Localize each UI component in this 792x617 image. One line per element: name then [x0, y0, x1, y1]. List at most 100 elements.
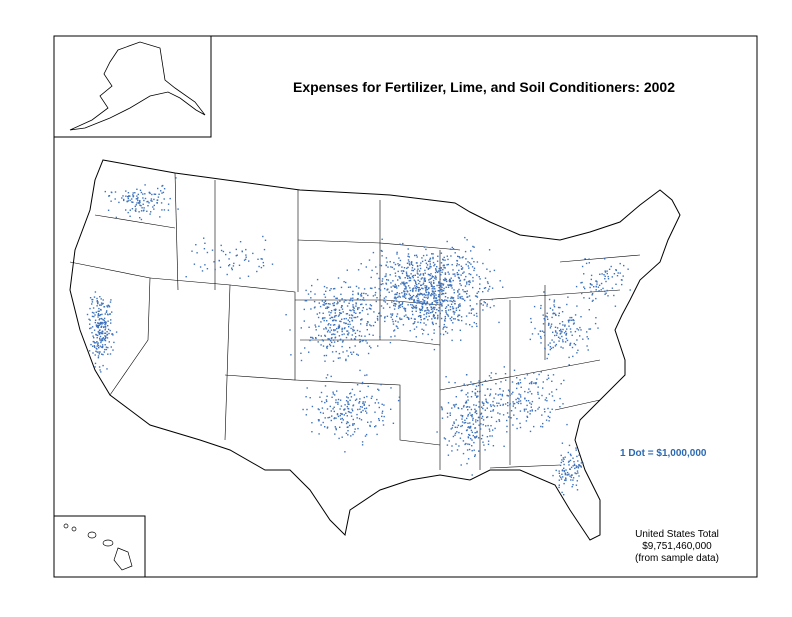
dot	[481, 406, 483, 408]
dot	[390, 282, 392, 284]
dot	[381, 403, 383, 405]
dot	[465, 393, 467, 396]
dot	[578, 464, 580, 467]
dot	[160, 202, 163, 204]
dot	[386, 303, 389, 305]
dot	[142, 210, 145, 212]
hawaii-inset	[53, 515, 146, 578]
dot	[330, 312, 332, 314]
dot	[476, 315, 478, 317]
dot	[456, 259, 458, 262]
dot	[567, 451, 569, 454]
dot	[345, 412, 347, 414]
dot	[357, 269, 360, 271]
dot	[544, 347, 546, 349]
dot	[108, 341, 110, 343]
dot	[539, 330, 542, 332]
dot-legend: 1 Dot = $1,000,000	[620, 448, 707, 459]
dot	[139, 201, 141, 204]
dot	[577, 460, 579, 462]
dot	[552, 312, 555, 314]
dot	[489, 306, 492, 309]
dot	[459, 437, 462, 439]
dot	[586, 345, 588, 347]
dot	[332, 304, 335, 307]
dot	[374, 321, 376, 323]
dot	[452, 424, 454, 427]
dot	[579, 465, 581, 467]
dot	[336, 413, 339, 415]
dot	[412, 287, 414, 290]
dot	[467, 443, 469, 445]
dot	[470, 425, 472, 428]
dot	[318, 312, 321, 314]
dot	[469, 422, 471, 424]
dot	[397, 270, 399, 273]
dot	[595, 289, 597, 291]
dot	[392, 323, 395, 325]
dot	[446, 280, 448, 283]
dot	[431, 302, 433, 304]
dot	[566, 303, 568, 306]
dot	[441, 299, 443, 301]
dot	[325, 328, 327, 330]
dot	[488, 428, 491, 430]
dot	[571, 319, 573, 321]
dot	[480, 423, 482, 425]
dot	[129, 209, 131, 211]
dot	[473, 449, 475, 451]
dot	[440, 289, 442, 291]
dot	[231, 268, 233, 271]
dot	[381, 415, 383, 418]
dot	[542, 323, 545, 325]
dot	[92, 340, 94, 343]
dot	[114, 198, 116, 200]
dot	[93, 345, 96, 347]
dot	[405, 286, 407, 288]
dot	[94, 346, 96, 348]
dot	[502, 414, 505, 416]
dot	[524, 397, 526, 399]
dot	[585, 262, 588, 265]
dot	[468, 267, 470, 269]
dot	[329, 327, 331, 329]
dot	[438, 296, 441, 298]
dot	[598, 284, 601, 286]
dot	[146, 201, 148, 203]
dot	[561, 470, 564, 472]
dot	[365, 303, 367, 306]
dot	[425, 291, 427, 294]
dot	[439, 333, 442, 335]
dot	[529, 413, 531, 415]
dot	[332, 408, 334, 410]
dot	[577, 349, 579, 351]
dot	[400, 304, 402, 306]
dot	[94, 314, 96, 316]
dot	[104, 313, 106, 315]
dot	[323, 285, 326, 288]
dot	[444, 317, 447, 320]
dot	[256, 270, 258, 273]
dot	[425, 289, 427, 291]
dot	[392, 285, 394, 287]
dot	[473, 246, 475, 248]
dot	[110, 319, 112, 321]
dot	[399, 306, 401, 308]
dot	[350, 338, 353, 340]
dot	[540, 371, 542, 373]
dot	[607, 275, 609, 278]
dot	[461, 418, 463, 420]
dot	[401, 302, 404, 304]
dot	[568, 364, 570, 366]
dot	[339, 320, 341, 322]
dot	[576, 470, 579, 472]
dot	[604, 290, 606, 293]
dot	[418, 299, 420, 301]
dot	[364, 435, 367, 437]
dot	[407, 259, 410, 261]
dot	[397, 279, 399, 281]
dot	[604, 278, 606, 280]
dot	[557, 306, 560, 309]
dot	[561, 311, 564, 313]
dot	[474, 408, 476, 410]
